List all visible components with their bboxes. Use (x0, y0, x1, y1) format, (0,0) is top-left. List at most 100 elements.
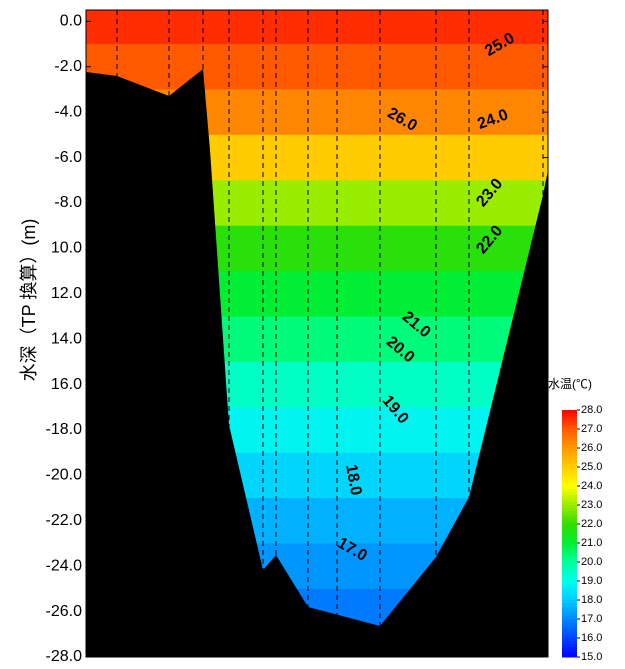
colorbar-cell (562, 631, 577, 636)
colorbar-cell (562, 653, 577, 658)
colorbar-cell (562, 495, 577, 500)
colorbar-cell (562, 473, 577, 477)
colorbar-cell (562, 625, 577, 629)
colorbar-cell (562, 615, 577, 620)
colorbar-cell (562, 638, 577, 642)
y-tick-label: 14.0 (51, 330, 82, 347)
y-tick-label: 10.0 (51, 240, 82, 257)
colorbar-cell (562, 530, 577, 534)
colorbar-title: 水温(℃) (548, 377, 592, 391)
colorbar-cell (562, 587, 577, 591)
colorbar-cell (562, 517, 577, 522)
riverbed (86, 69, 548, 657)
colorbar-cell (562, 470, 577, 474)
colorbar-cell (562, 429, 577, 433)
colorbar-cell (562, 460, 577, 465)
colorbar-cell (562, 422, 577, 427)
colorbar-cell (562, 413, 577, 417)
y-tick-label: -26.0 (46, 603, 83, 620)
colorbar-cell (562, 498, 577, 503)
colorbar-cell (562, 533, 577, 538)
colorbar-cell (562, 441, 577, 446)
colorbar-tick-label: 16.0 (581, 632, 602, 644)
y-tick-label: -22.0 (46, 512, 83, 529)
colorbar-cell (562, 596, 577, 601)
colorbar-cell (562, 650, 577, 655)
colorbar-cell (562, 438, 577, 443)
y-tick-label: 12.0 (51, 285, 82, 302)
y-tick-label: -2.0 (54, 58, 82, 75)
colorbar-cell (562, 628, 577, 633)
colorbar-cell (562, 435, 577, 439)
colorbar-cell (562, 612, 577, 617)
colorbar-cell (562, 619, 577, 623)
colorbar-cell (562, 432, 577, 436)
colorbar-cell (562, 511, 577, 515)
colorbar-cell (562, 492, 577, 496)
colorbar-cell (562, 419, 577, 424)
colorbar-cell (562, 467, 577, 471)
plot-frame (85, 9, 549, 658)
colorbar-cell (562, 520, 577, 525)
colorbar-cell (562, 641, 577, 645)
colorbar-cell (562, 558, 577, 563)
colorbar-cell (562, 479, 577, 484)
colorbar-tick-label: 21.0 (581, 537, 602, 549)
y-tick-label: 0.0 (60, 13, 82, 30)
colorbar-cell (562, 505, 577, 509)
y-tick-label: -18.0 (46, 421, 83, 438)
colorbar-cell (562, 448, 577, 452)
y-tick-label: -28.0 (46, 648, 83, 665)
colorbar-cell (562, 454, 577, 458)
y-tick-label: 16.0 (51, 376, 82, 393)
contour-label: 18.0 (342, 463, 364, 497)
colorbar-cell (562, 486, 577, 490)
colorbar-cell (562, 549, 577, 553)
colorbar-cell (562, 565, 577, 569)
colorbar-tick-label: 17.0 (581, 613, 602, 625)
colorbar-cell (562, 577, 577, 582)
y-tick-label: -6.0 (54, 149, 82, 166)
colorbar-cell (562, 457, 577, 462)
colorbar-tick-label: 25.0 (581, 461, 602, 473)
colorbar-cell (562, 562, 577, 566)
colorbar-tick-label: 24.0 (581, 480, 602, 492)
colorbar-cell (562, 634, 577, 639)
colorbar-tick-label: 28.0 (581, 404, 602, 416)
temperature-band (86, 10, 548, 45)
colorbar-cell (562, 463, 577, 468)
colorbar-cell (562, 482, 577, 487)
colorbar-cell (562, 501, 577, 506)
colorbar-cell (562, 606, 577, 610)
colorbar-cell (562, 600, 577, 604)
colorbar-cell (562, 476, 577, 481)
colorbar-cell (562, 644, 577, 648)
colorbar-cell (562, 536, 577, 541)
temperature-band (86, 44, 548, 90)
y-tick-label: -24.0 (46, 557, 83, 574)
colorbar-cell (562, 571, 577, 576)
colorbar-cell (562, 593, 577, 598)
colorbar-cell (562, 622, 577, 626)
colorbar-cell (562, 524, 577, 528)
y-tick-label: -20.0 (46, 467, 83, 484)
colorbar-cell (562, 416, 577, 420)
colorbar-cell (562, 552, 577, 557)
colorbar-cell (562, 543, 577, 547)
colorbar-cell (562, 514, 577, 519)
y-tick-label: -8.0 (54, 194, 82, 211)
colorbar-tick-label: 18.0 (581, 594, 602, 606)
colorbar-cell (562, 568, 577, 572)
y-tick-label: -4.0 (54, 103, 82, 120)
colorbar-cell (562, 410, 577, 414)
colorbar-cell (562, 451, 577, 455)
colorbar-cell (562, 527, 577, 531)
colorbar-cell (562, 590, 577, 595)
colorbar-cell (562, 539, 577, 544)
colorbar-cell (562, 555, 577, 560)
colorbar-tick-label: 19.0 (581, 575, 602, 587)
colorbar-cell (562, 603, 577, 607)
colorbar-tick-label: 22.0 (581, 518, 602, 530)
colorbar-cell (562, 581, 577, 585)
